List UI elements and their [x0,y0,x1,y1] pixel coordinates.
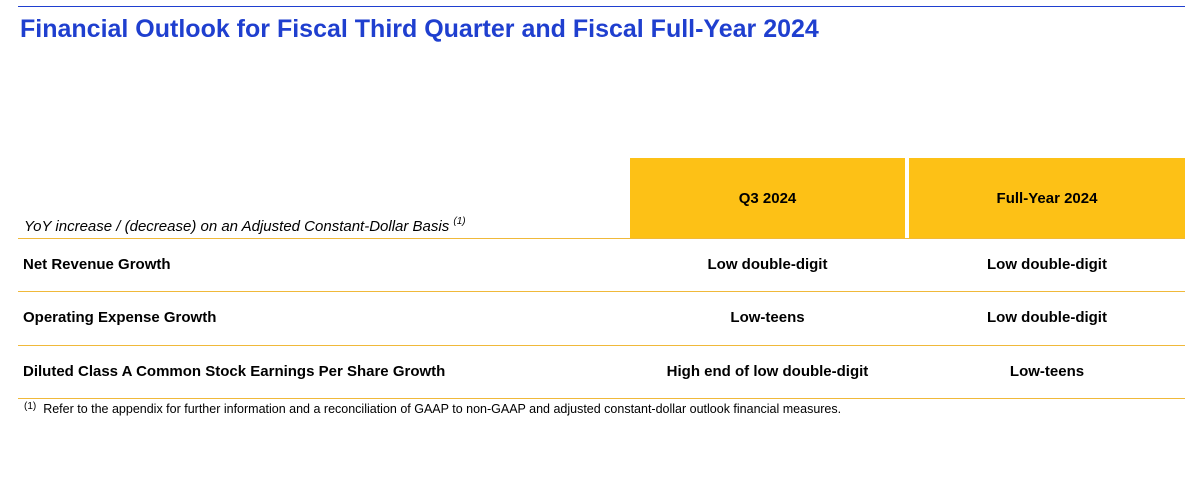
table-row: Operating Expense Growth Low-teens Low d… [0,292,1203,344]
table-rule [18,345,1185,346]
row-label: Net Revenue Growth [23,256,171,273]
row-value-full-year: Low double-digit [987,256,1107,273]
page-title: Financial Outlook for Fiscal Third Quart… [20,15,819,43]
footnote: (1) Refer to the appendix for further in… [24,401,842,416]
row-value-q3: Low-teens [730,309,805,326]
row-value-q3: Low double-digit [707,256,828,273]
row-label: Operating Expense Growth [23,309,217,326]
row-value-q3: High end of low double-digit [666,363,869,380]
basis-label: YoY increase / (decrease) on an Adjusted… [24,216,466,235]
table-rule-header [18,238,1185,239]
column-header-full-year-label: Full-Year 2024 [996,189,1098,207]
row-label: Diluted Class A Common Stock Earnings Pe… [23,363,446,380]
top-rule [18,6,1185,7]
row-value-full-year: Low double-digit [987,309,1107,326]
table-row: Diluted Class A Common Stock Earnings Pe… [0,346,1203,398]
table-rule [18,291,1185,292]
footnote-text: Refer to the appendix for further inform… [43,402,842,416]
table-row: Net Revenue Growth Low double-digit Low … [0,239,1203,291]
column-header-q3-label: Q3 2024 [738,189,797,207]
row-value-full-year: Low-teens [1009,363,1085,380]
basis-footnote-marker: (1) [453,216,466,227]
column-header-full-year: Full-Year 2024 [909,158,1185,238]
table-rule-bottom [18,398,1185,399]
basis-label-text: YoY increase / (decrease) on an Adjusted… [24,218,450,235]
column-header-q3: Q3 2024 [630,158,905,238]
footnote-marker: (1) [24,401,37,412]
